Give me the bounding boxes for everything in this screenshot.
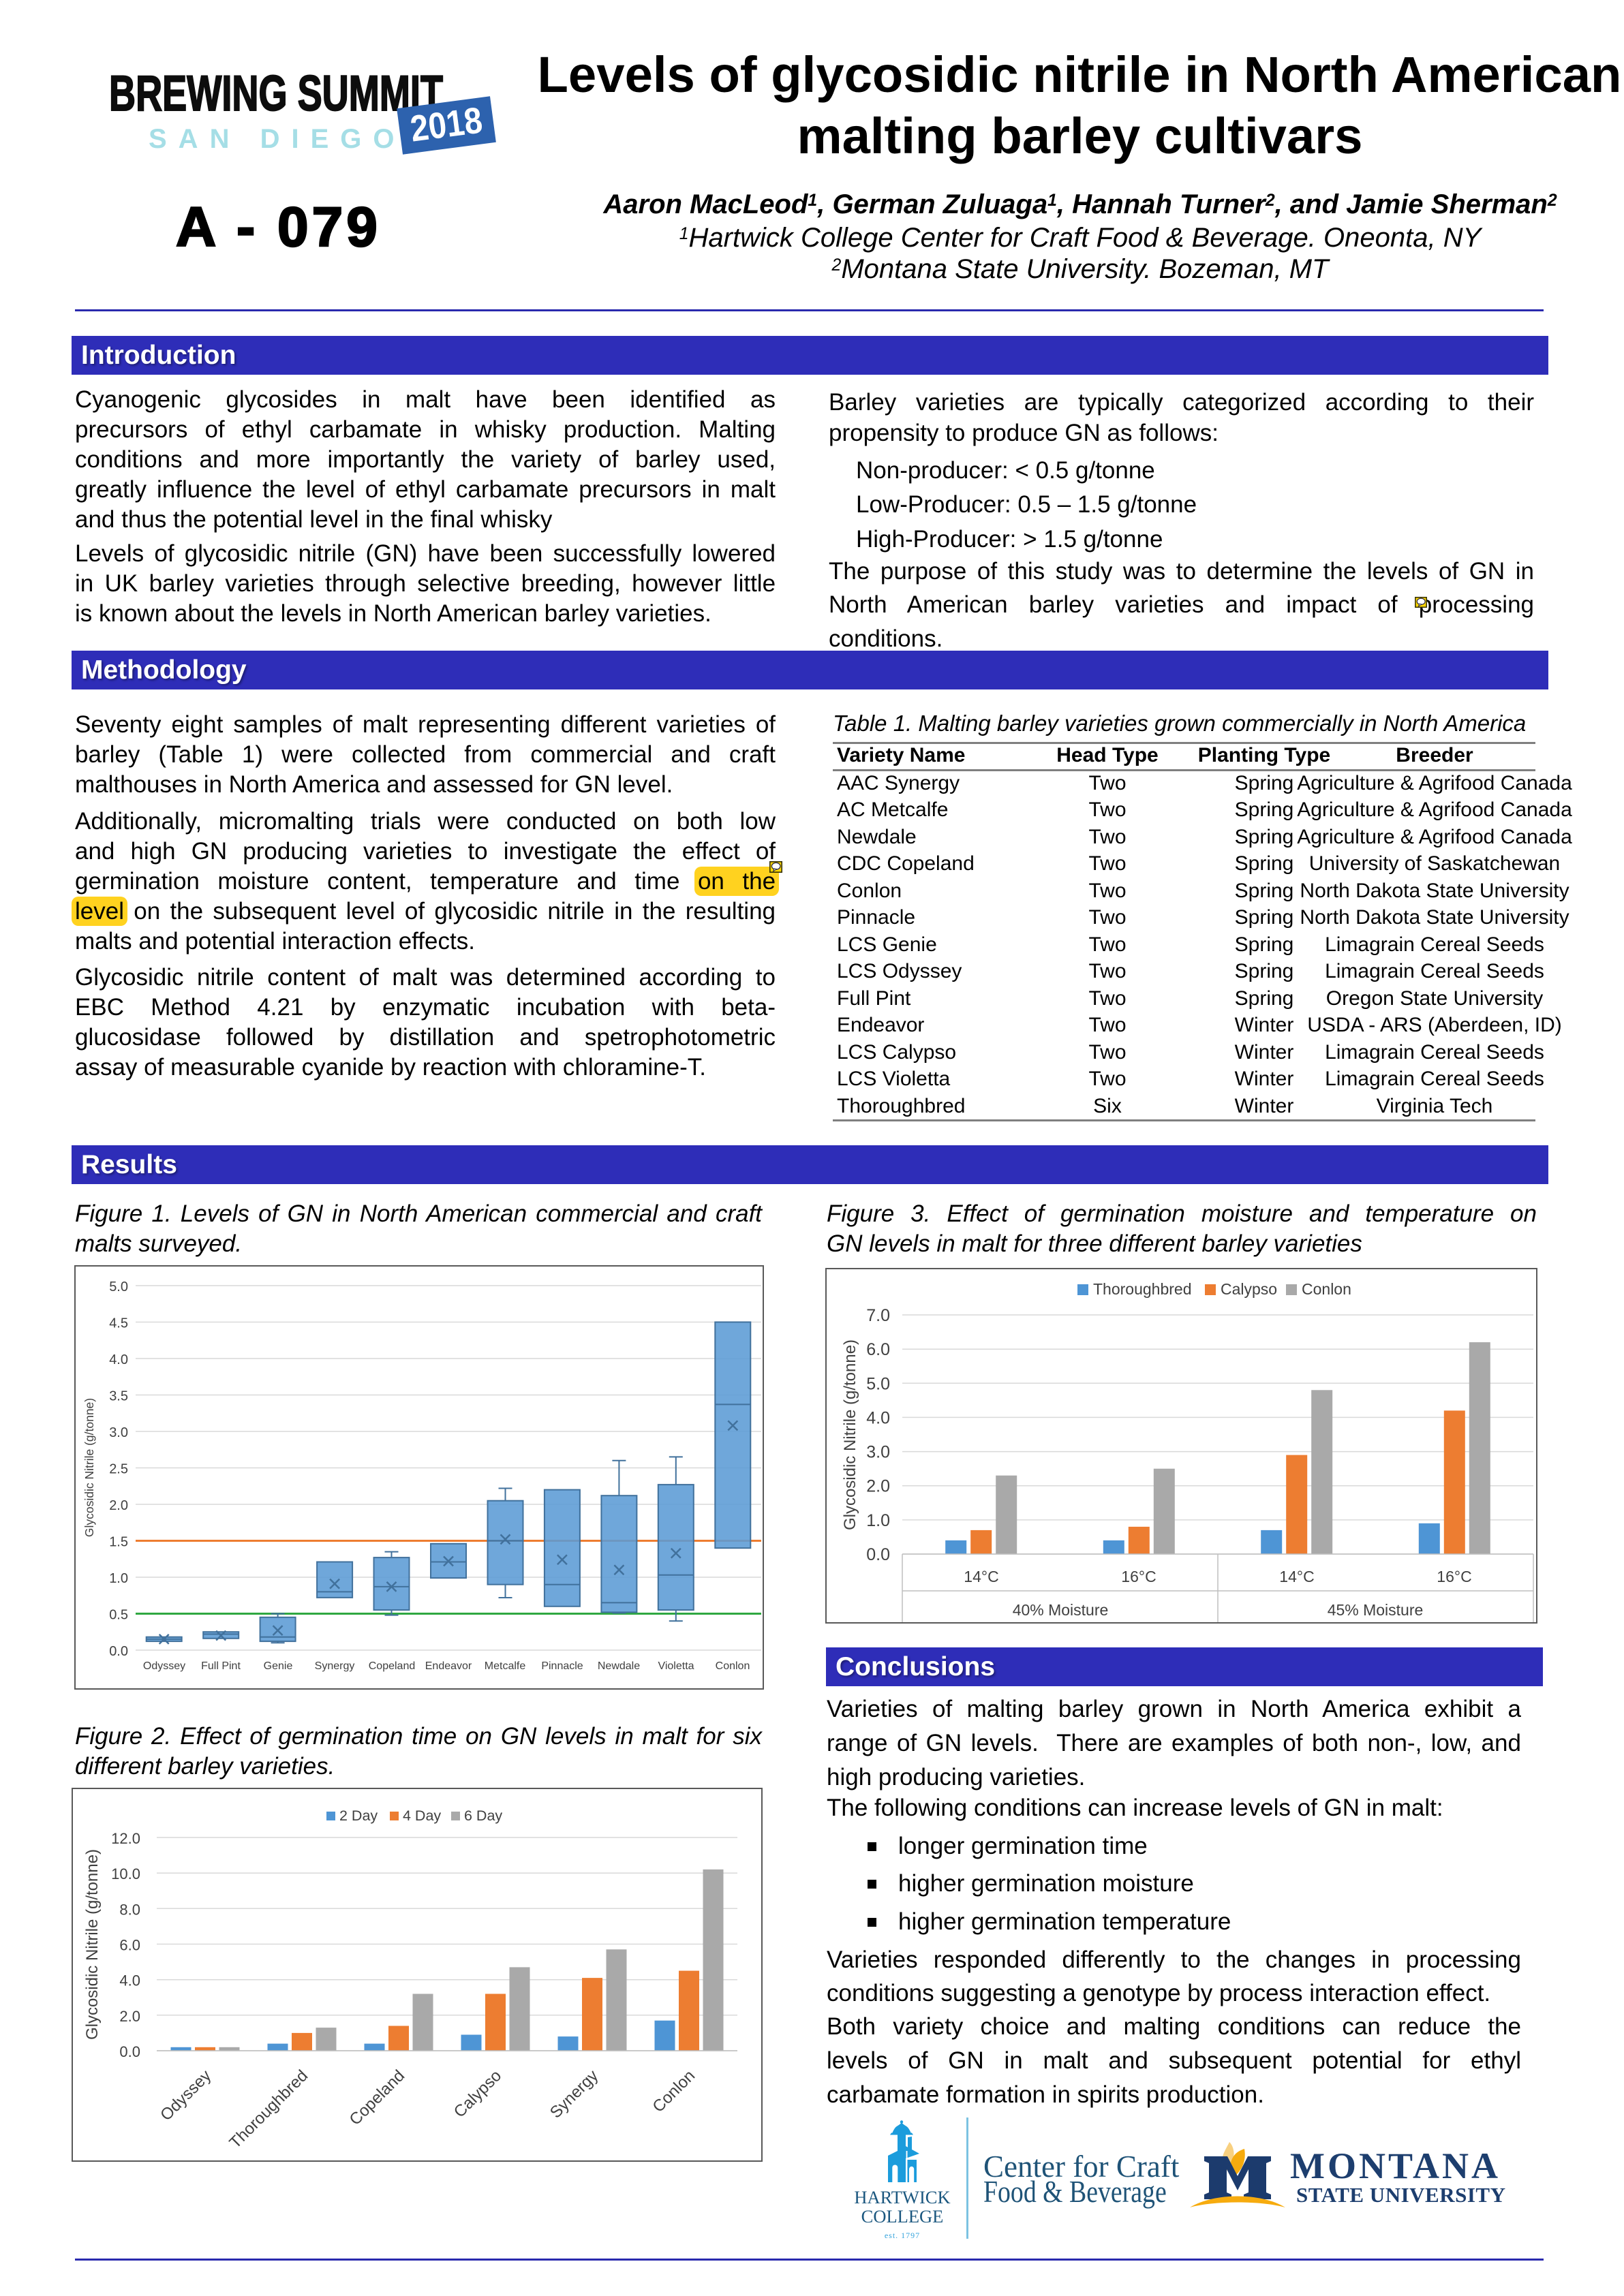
svg-text:Genie: Genie	[264, 1660, 293, 1672]
svg-text:Synergy: Synergy	[315, 1660, 355, 1672]
svg-text:Endeavor: Endeavor	[425, 1660, 472, 1672]
svg-text:Conlon: Conlon	[716, 1660, 750, 1672]
svg-text:2.0: 2.0	[109, 1498, 128, 1513]
svg-text:1.0: 1.0	[866, 1511, 890, 1530]
svg-text:10.0: 10.0	[111, 1865, 140, 1882]
svg-text:12.0: 12.0	[111, 1830, 140, 1847]
svg-text:3.0: 3.0	[866, 1443, 890, 1462]
svg-text:4.0: 4.0	[119, 1972, 140, 1989]
svg-text:3.0: 3.0	[109, 1425, 128, 1440]
svg-text:7.0: 7.0	[866, 1306, 890, 1325]
svg-text:0.5: 0.5	[109, 1608, 128, 1623]
svg-text:16°C: 16°C	[1121, 1568, 1156, 1585]
svg-text:Odyssey: Odyssey	[143, 1660, 185, 1672]
svg-text:0.0: 0.0	[109, 1644, 128, 1659]
svg-text:Metcalfe: Metcalfe	[485, 1660, 526, 1672]
svg-text:Calypso: Calypso	[1221, 1280, 1277, 1298]
svg-text:4 Day: 4 Day	[403, 1808, 441, 1824]
svg-text:2 Day: 2 Day	[339, 1808, 378, 1824]
svg-text:Violetta: Violetta	[658, 1660, 694, 1672]
svg-text:5.0: 5.0	[866, 1374, 890, 1393]
svg-text:3.5: 3.5	[109, 1389, 128, 1404]
svg-text:Newdale: Newdale	[598, 1660, 640, 1672]
svg-text:Conlon: Conlon	[1302, 1280, 1351, 1298]
svg-text:Full Pint: Full Pint	[201, 1660, 241, 1672]
svg-text:6 Day: 6 Day	[464, 1808, 502, 1824]
svg-text:Glycosidic Nitrile (g/tonne): Glycosidic Nitrile (g/tonne)	[83, 1849, 102, 2040]
svg-text:6.0: 6.0	[119, 1937, 140, 1954]
svg-text:6.0: 6.0	[866, 1340, 890, 1359]
svg-text:14°C: 14°C	[964, 1568, 998, 1585]
svg-text:1.5: 1.5	[109, 1535, 128, 1550]
svg-text:14°C: 14°C	[1279, 1568, 1314, 1585]
svg-text:Pinnacle: Pinnacle	[541, 1660, 583, 1672]
svg-text:45% Moisture: 45% Moisture	[1328, 1601, 1424, 1619]
svg-text:2.0: 2.0	[866, 1477, 890, 1496]
svg-text:16°C: 16°C	[1437, 1568, 1471, 1585]
svg-text:4.5: 4.5	[109, 1316, 128, 1331]
svg-text:0.0: 0.0	[866, 1545, 890, 1564]
svg-text:Thoroughbred: Thoroughbred	[1093, 1280, 1192, 1298]
svg-text:2.5: 2.5	[109, 1462, 128, 1477]
svg-text:Glycosidic Nitrile (g/tonne): Glycosidic Nitrile (g/tonne)	[82, 1398, 96, 1537]
svg-text:Glycosidic Nitrile (g/tonne): Glycosidic Nitrile (g/tonne)	[841, 1339, 859, 1530]
svg-text:Copeland: Copeland	[369, 1660, 416, 1672]
svg-text:2.0: 2.0	[119, 2008, 140, 2025]
svg-text:40% Moisture: 40% Moisture	[1013, 1601, 1109, 1619]
svg-text:8.0: 8.0	[119, 1901, 140, 1918]
svg-text:4.0: 4.0	[866, 1408, 890, 1427]
svg-text:4.0: 4.0	[109, 1352, 128, 1367]
svg-text:0.0: 0.0	[119, 2043, 140, 2060]
svg-text:5.0: 5.0	[109, 1279, 128, 1294]
svg-text:1.0: 1.0	[109, 1571, 128, 1586]
